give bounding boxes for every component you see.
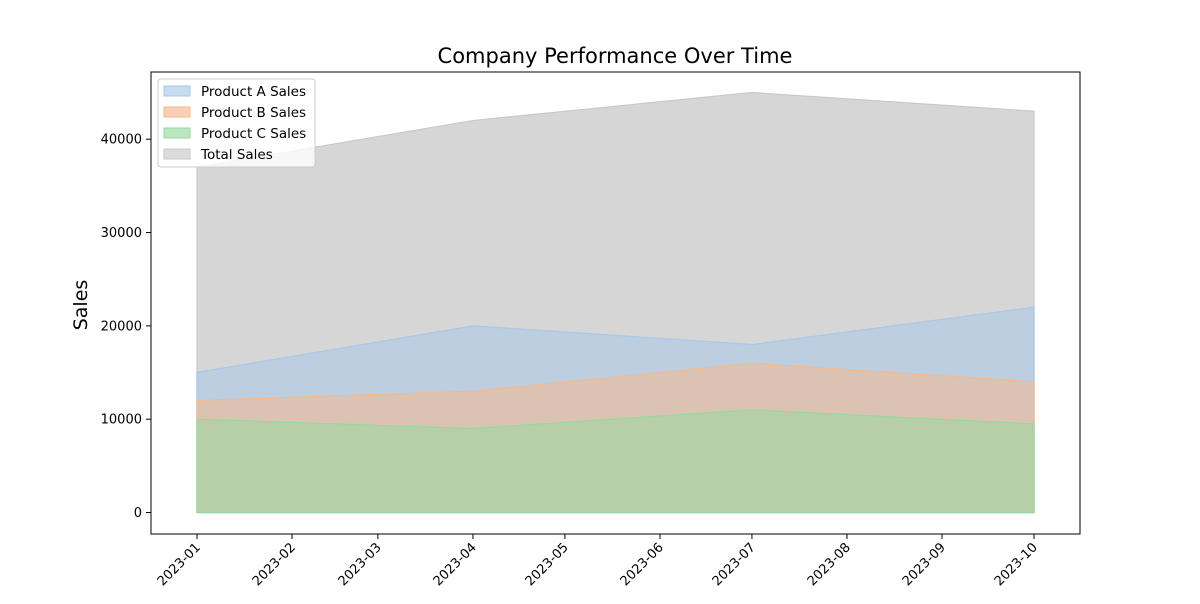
x-tick-label: 2023-02 [250, 540, 299, 589]
x-tick-label: 2023-04 [431, 540, 480, 589]
area-series-group [196, 91, 1035, 514]
x-tick-label: 2023-05 [523, 540, 572, 589]
y-tick-label: 40000 [101, 133, 142, 148]
legend-label: Product A Sales [201, 84, 306, 100]
x-tick-label: 2023-07 [710, 540, 759, 589]
x-tick-label: 2023-10 [992, 540, 1041, 589]
y-tick-label: 20000 [101, 319, 142, 334]
chart-title: Company Performance Over Time [438, 44, 793, 68]
x-tick-label: 2023-09 [900, 540, 949, 589]
legend-box [157, 78, 316, 168]
x-axis: 2023-01 2023-02 2023-03 2023-04 2023-05 2023-… [155, 534, 1041, 589]
legend-swatch [163, 127, 191, 139]
y-tick-label: 30000 [101, 226, 142, 241]
legend-swatch [163, 85, 191, 97]
x-tick-label: 2023-03 [336, 540, 385, 589]
area-product-c-sales [196, 409, 1035, 514]
legend-label: Total Sales [200, 147, 273, 163]
legend-swatch [163, 106, 191, 118]
y-tick-label: 10000 [101, 413, 142, 428]
y-axis-label: Sales [70, 280, 92, 331]
x-tick-label: 2023-01 [155, 540, 204, 589]
plot-frame [150, 71, 1081, 535]
x-tick-label: 2023-06 [618, 540, 667, 589]
legend-swatch [163, 148, 191, 160]
y-tick-label: 0 [134, 506, 142, 521]
legend-label: Product C Sales [201, 126, 306, 142]
x-tick-label: 2023-08 [805, 540, 854, 589]
legend-label: Product B Sales [201, 105, 306, 121]
y-axis: 0 10000 20000 30000 40000 [101, 133, 151, 521]
legend: Product A Sales Product B Sales Product C … [157, 78, 316, 168]
